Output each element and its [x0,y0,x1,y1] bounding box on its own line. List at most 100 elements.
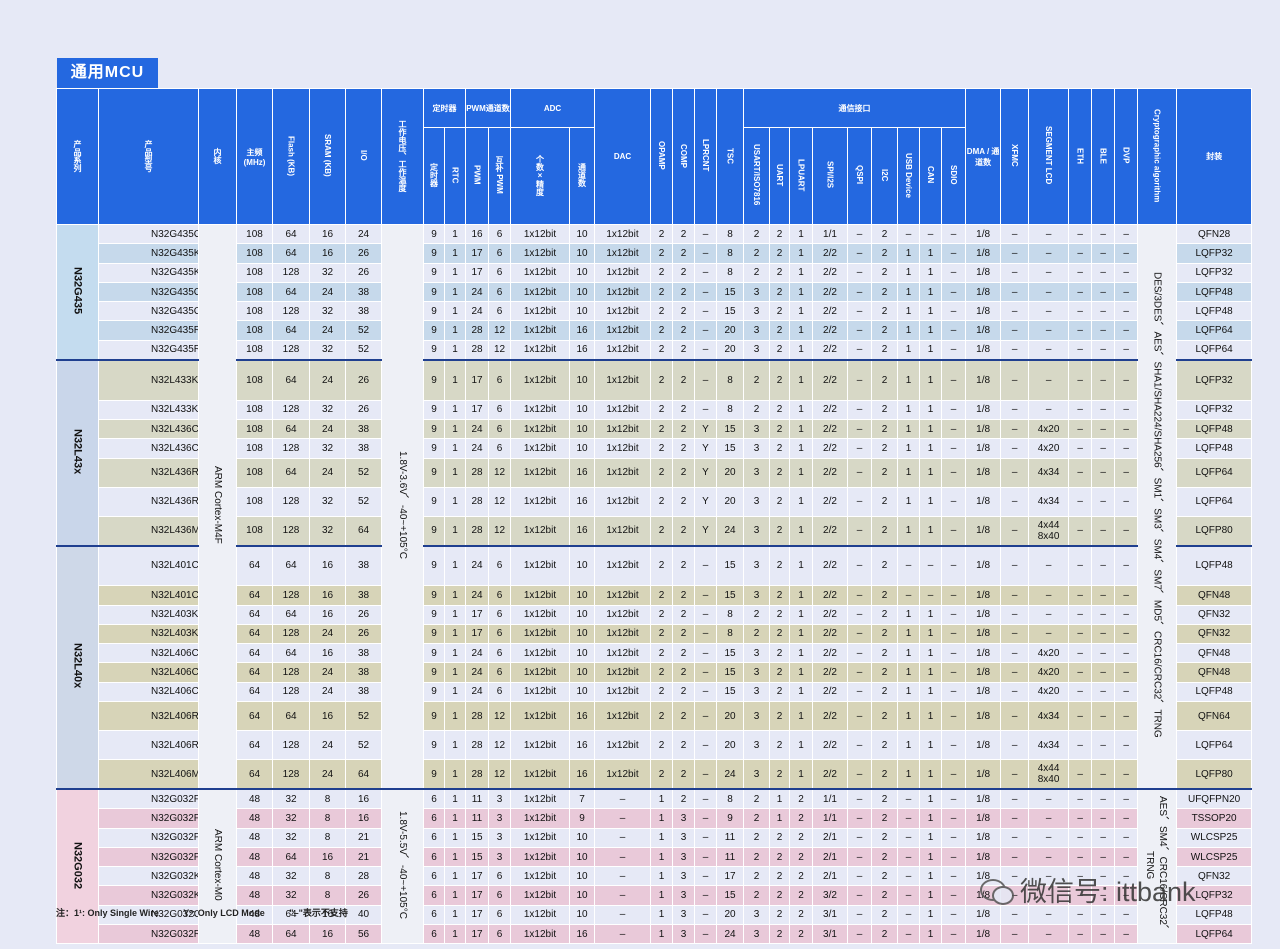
package-cell: LQFP80 [1176,515,1253,547]
cell: 15 [716,585,744,606]
cell: 2 [769,320,790,341]
cell: – [940,701,967,731]
cell: 2 [871,662,898,683]
cell: 6 [423,846,445,868]
cell: 2/2 [812,339,848,361]
cell: 2 [871,457,898,488]
cell: 2 [871,515,898,547]
cell: – [1000,544,1030,587]
cell: 2 [672,643,695,664]
cell: 2 [743,604,770,625]
cell: 24 [465,281,489,303]
col-can: CAN [919,127,942,225]
table-row: N32L436R8L71086424529128121x12bit161x12b… [57,457,1253,488]
cell: – [1000,924,1030,945]
table-row: N32G032P6W74832821611531x12bit10–13–1122… [57,827,1253,848]
cell: – [1000,604,1030,625]
cell: 1 [897,281,920,303]
cell: 24 [345,223,382,245]
cell: 1 [789,339,813,361]
cell: 12 [488,515,511,547]
cell: – [847,281,872,303]
cell: – [1114,457,1139,488]
cell: 2 [769,457,790,488]
cell: 1x12bit [594,759,651,790]
cell: 1x12bit [510,243,570,264]
cell: 10 [569,223,595,245]
cell: 52 [345,339,382,361]
package-cell: LQFP64 [1176,730,1253,760]
cell: 1 [444,585,466,606]
cell: – [1091,623,1116,645]
cell: – [897,788,920,810]
cell: 1/8 [965,320,1002,341]
cell: 128 [272,759,310,790]
cell: 32 [309,399,346,421]
cell: – [940,262,967,283]
cell: 6 [488,681,511,703]
cell: – [847,320,872,341]
cell: 24 [465,681,489,703]
cell: 1 [919,788,942,810]
cell: 1 [789,418,813,440]
cell: – [1114,223,1139,245]
cell: 2/2 [812,399,848,421]
cell: 1 [897,623,920,645]
table-row: N32L406MBL76412824649128121x12bit161x12b… [57,759,1253,790]
cell: 6 [423,866,445,887]
cell: 2 [871,281,898,303]
cell: – [940,788,967,810]
cell: – [694,924,717,945]
cell: 64 [236,662,273,683]
cell: 64 [272,846,310,868]
cell: 1 [897,339,920,361]
cell: 24 [309,730,346,760]
cell: 64 [236,643,273,664]
cell: 3 [743,320,770,341]
cell: 1/8 [965,701,1002,731]
cell: 3 [743,924,770,945]
cell: 2 [769,643,790,664]
cell: 64 [272,320,310,341]
model-cell: N32G032P8W7 [98,846,199,868]
cell: – [1068,662,1093,683]
cell: 1 [444,320,466,341]
cell: 9 [423,662,445,683]
cell: – [594,808,651,829]
cell: – [940,904,967,926]
col-pwm: PWM [465,127,489,225]
group-pwm: PWM通道数 [465,88,511,128]
family-cell: N32G435 [56,224,99,361]
table-row: N32G032R8L748641656611761x12bit16–13–243… [57,924,1253,945]
cell: 1 [650,788,673,810]
package-cell: LQFP64 [1176,457,1253,488]
cell: 1x12bit [510,924,570,945]
cell: – [1028,223,1070,245]
cell: 28 [465,339,489,361]
cell: – [1068,885,1093,906]
cell: – [694,262,717,283]
cell: 1 [919,339,942,361]
cell: – [940,730,967,760]
cell: 2 [672,788,695,810]
cell: 108 [236,301,273,322]
cell: – [940,399,967,421]
cell: – [1091,359,1116,401]
cell: 1 [919,604,942,625]
cell: – [847,399,872,421]
cell: 1x12bit [510,643,570,664]
cell: 9 [423,243,445,264]
cell: 1 [444,262,466,283]
cell: 2 [871,827,898,848]
cell: 2 [871,866,898,887]
cell: – [1114,808,1139,829]
cell: – [847,544,872,587]
cell: – [1068,808,1093,829]
cell: 24 [309,418,346,440]
cell: 1 [919,515,942,547]
cell: – [1028,544,1070,587]
model-cell: N32L401C8L7 [98,544,199,587]
cell: 24 [309,759,346,790]
cell: – [1000,701,1030,731]
cell: 6 [488,604,511,625]
